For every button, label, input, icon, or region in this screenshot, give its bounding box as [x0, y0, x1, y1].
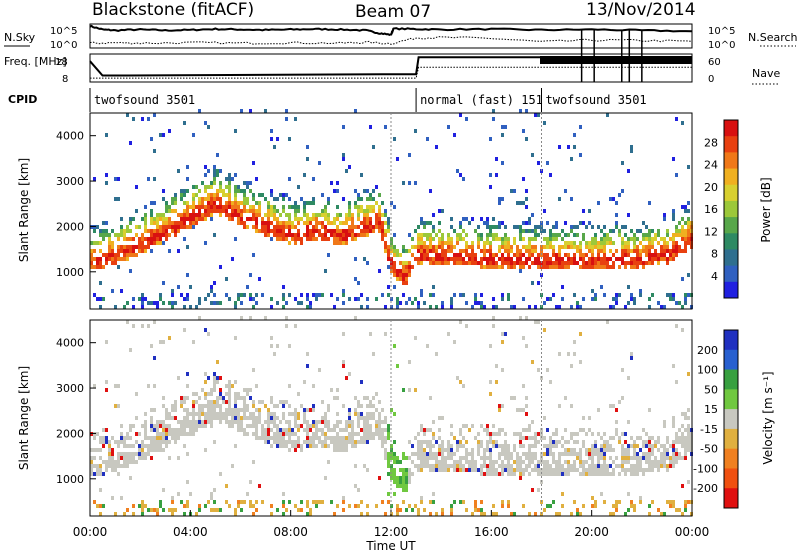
x-tick-label-1: 04:00 — [173, 525, 208, 539]
vel-yticks-label-1: 2000 — [56, 427, 84, 440]
frequency-dense-block — [540, 56, 692, 64]
vel-colorbar-tick-6: -100 — [693, 462, 718, 475]
noise-right-tick-0: 10^5 — [708, 26, 735, 37]
power-yticks-label-0: 1000 — [56, 266, 84, 279]
cpid-label: CPID — [8, 93, 37, 106]
vel-colorbar-tick-7: -200 — [693, 482, 718, 495]
x-tick-label-6: 00:00 — [675, 525, 710, 539]
nave-series — [90, 66, 692, 79]
power-colorbar-tick-1: 24 — [704, 159, 718, 172]
power-colorbar-swatch-9 — [724, 265, 738, 283]
vel-colorbar-swatch-8 — [724, 488, 738, 509]
power-yticks-label-1: 2000 — [56, 220, 84, 233]
noise-sky-series — [89, 24, 693, 36]
vel-colorbar-swatch-3 — [724, 389, 738, 410]
power-colorbar-label: Power [dB] — [759, 177, 773, 242]
velocity-colorbar-label: Velocity [m s⁻¹] — [761, 371, 775, 464]
vel-colorbar-swatch-0 — [724, 330, 738, 351]
x-tick-label-2: 08:00 — [273, 525, 308, 539]
x-tick-label-5: 20:00 — [574, 525, 609, 539]
vel-colorbar-swatch-4 — [724, 409, 738, 430]
power-colorbar-swatch-2 — [724, 152, 738, 170]
vel-colorbar-tick-4: -15 — [700, 423, 718, 436]
noise-frame — [89, 23, 693, 49]
cpid-segment-1: normal (fast) 151 — [420, 93, 543, 107]
power-colorbar-swatch-4 — [724, 184, 738, 202]
power-colorbar-tick-4: 12 — [704, 225, 718, 238]
freq-left-label: Freq. [MHz] — [4, 55, 67, 68]
cpid-segment-0: twofsound 3501 — [94, 93, 195, 107]
noise-panel: N.Sky 10^5 10^0 10^5 10^0 N.Search — [4, 23, 798, 51]
power-ylabel: Slant Range [km] — [17, 158, 31, 262]
power-yticks-label-2: 3000 — [56, 175, 84, 188]
vel-colorbar-tick-3: 15 — [704, 403, 718, 416]
power-colorbar-tick-5: 8 — [711, 248, 718, 261]
power-panel: Slant Range [km] 1000 2000 3000 4000 28 24 20… — [17, 109, 773, 310]
vel-yticks-label-2: 3000 — [56, 382, 84, 395]
vel-colorbar-swatch-5 — [724, 428, 738, 450]
vel-yticks-label-3: 4000 — [56, 337, 84, 350]
power-colorbar-swatch-5 — [724, 200, 738, 218]
power-colorbar-swatch-7 — [724, 233, 738, 250]
vel-colorbar-frame — [723, 329, 739, 509]
frequency-frame — [89, 53, 693, 83]
x-axis-label: Time UT — [365, 539, 416, 553]
power-colorbar-tick-6: 4 — [711, 270, 718, 283]
power-colorbar-tick-3: 16 — [704, 203, 718, 216]
date-title: 13/Nov/2014 — [586, 0, 696, 20]
power-colorbar-tick-0: 28 — [704, 136, 718, 149]
noise-left-label: N.Sky — [4, 31, 36, 44]
noise-left-tick-0: 10^5 — [50, 26, 77, 37]
station-title: Blackstone (fitACF) — [92, 0, 254, 20]
freq-right-tick-1: 0 — [708, 74, 714, 85]
cpid-panel: CPID twofsound 3501 normal (fast) 151 twof… — [8, 88, 647, 112]
beam-title: Beam 07 — [355, 2, 431, 22]
velocity-panel: Slant Range [km] 1000 2000 3000 4000 200 100… — [17, 113, 775, 553]
power-colorbar-tick-2: 20 — [704, 181, 718, 194]
power-heatmap-cells — [90, 109, 693, 309]
velocity-heatmap-cells — [90, 316, 693, 516]
power-colorbar-swatch-1 — [724, 136, 738, 153]
freq-left-tick-1: 8 — [62, 74, 68, 85]
noise-left-tick-1: 10^0 — [50, 40, 77, 51]
noise-search-series — [89, 36, 693, 45]
frequency-series — [89, 56, 692, 77]
frequency-panel: Freq. [MHz] 18 8 60 0 Nave — [4, 30, 780, 85]
x-tick-label-4: 16:00 — [474, 525, 509, 539]
cpid-segment-2: twofsound 3501 — [546, 93, 647, 107]
vel-colorbar-swatch-2 — [724, 369, 738, 390]
vel-colorbar-swatch-7 — [724, 468, 738, 489]
vel-colorbar-swatch-1 — [724, 349, 738, 371]
vel-colorbar-tick-5: -50 — [700, 443, 718, 456]
power-colorbar-swatch-8 — [724, 249, 738, 267]
noise-right-tick-1: 10^0 — [708, 40, 735, 51]
x-tick-label-3: 12:00 — [374, 525, 409, 539]
power-colorbar-frame — [723, 119, 739, 299]
freq-left-tick-0: 18 — [55, 57, 68, 68]
power-colorbar-swatch-6 — [724, 217, 738, 234]
freq-right-tick-0: 60 — [708, 57, 721, 68]
vel-colorbar-tick-0: 200 — [697, 344, 718, 357]
power-colorbar-swatch-0 — [724, 120, 738, 137]
vel-yticks-label-0: 1000 — [56, 473, 84, 486]
power-yticks-label-3: 4000 — [56, 130, 84, 143]
velocity-ylabel: Slant Range [km] — [17, 366, 31, 470]
x-tick-label-0: 00:00 — [73, 525, 108, 539]
vel-colorbar-tick-2: 50 — [704, 383, 718, 396]
freq-right-label: Nave — [752, 67, 780, 80]
power-colorbar-swatch-10 — [724, 281, 738, 299]
noise-right-label: N.Search — [748, 31, 798, 44]
power-colorbar-swatch-3 — [724, 168, 738, 186]
vel-colorbar-tick-1: 100 — [697, 364, 718, 377]
vel-colorbar-swatch-6 — [724, 448, 738, 469]
